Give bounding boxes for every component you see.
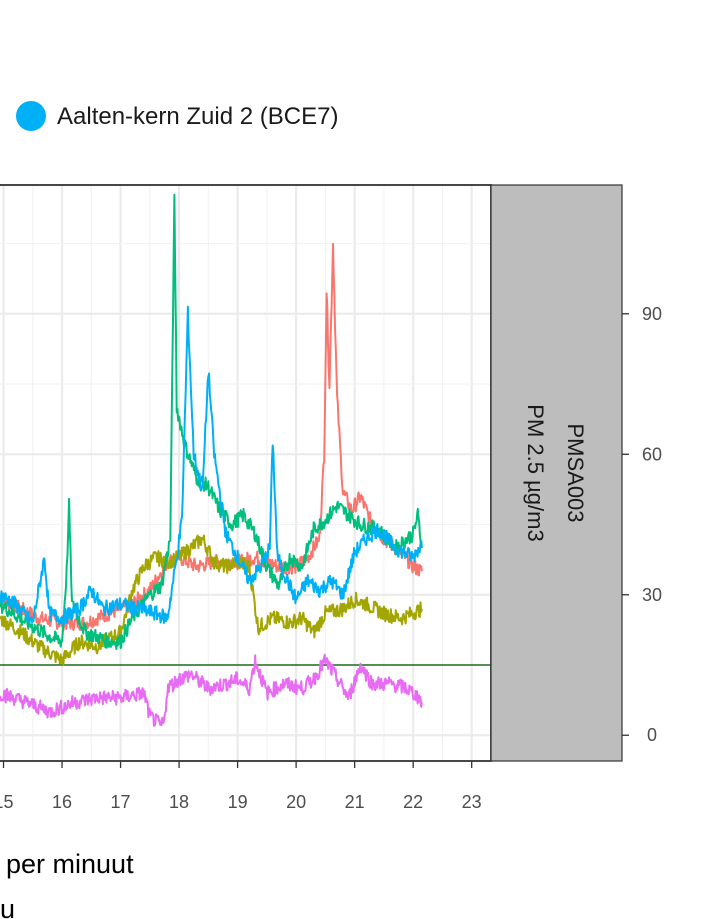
x-tick-label: 19 xyxy=(228,792,248,812)
series-line xyxy=(0,534,423,666)
facet-strip-background xyxy=(490,184,623,762)
x-tick-label: 16 xyxy=(52,792,72,812)
y-tick-label: 0 xyxy=(647,725,657,745)
y-tick-label: 30 xyxy=(642,585,662,605)
facet-label-bottom: PM 2.5 µg/m3 xyxy=(523,404,548,541)
x-tick-label: 15 xyxy=(0,792,14,812)
x-tick-label: 21 xyxy=(345,792,365,812)
panel-background xyxy=(0,185,491,761)
plot-panel xyxy=(0,184,492,762)
x-tick-label: 18 xyxy=(169,792,189,812)
y-tick-label: 90 xyxy=(642,304,662,324)
x-axis: 15 16 17 18 19 20 21 22 23 xyxy=(0,761,482,812)
x-tick-label: 23 xyxy=(462,792,482,812)
x-tick-label: 20 xyxy=(286,792,306,812)
facet-label-top: PMSA003 xyxy=(563,423,588,522)
facet-strip: PMSA003 PM 2.5 µg/m3 xyxy=(490,184,623,762)
x-tick-label: 17 xyxy=(111,792,131,812)
caption: per minuut u xyxy=(0,849,134,919)
y-tick-label: 60 xyxy=(642,444,662,464)
caption-line-1: per minuut xyxy=(6,849,134,879)
series-line xyxy=(0,653,423,727)
y-axis: 0 30 60 90 xyxy=(622,304,662,745)
x-tick-label: 22 xyxy=(403,792,423,812)
legend-label: Aalten-kern Zuid 2 (BCE7) xyxy=(57,103,338,130)
series-line xyxy=(0,193,423,650)
series-layer xyxy=(0,193,423,727)
series-line xyxy=(0,305,423,626)
legend: Aalten-kern Zuid 2 (BCE7) xyxy=(16,101,338,131)
caption-line-2: u xyxy=(0,894,15,919)
legend-key-icon xyxy=(16,101,46,131)
